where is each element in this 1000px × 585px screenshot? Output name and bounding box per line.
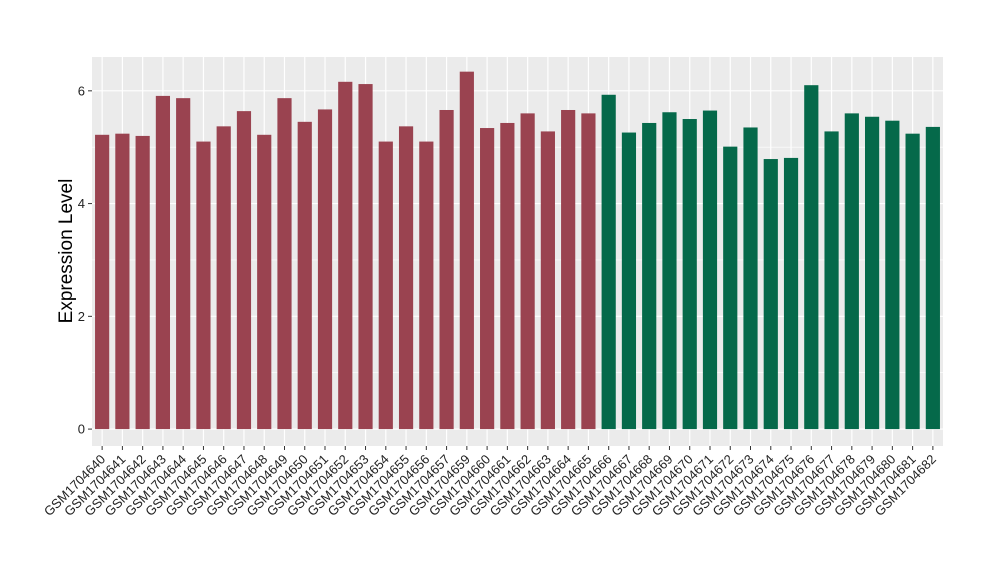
bar-GSM1704660 — [480, 128, 495, 430]
bar-GSM1704674 — [763, 159, 778, 430]
bar-GSM1704669 — [662, 112, 677, 430]
y-tick-label: 0 — [78, 422, 85, 437]
plot-panel — [92, 57, 943, 446]
bar-GSM1704678 — [844, 113, 859, 430]
bar-GSM1704643 — [155, 95, 171, 430]
bar-GSM1704646 — [216, 126, 231, 430]
bar-GSM1704640 — [95, 134, 110, 430]
bar-GSM1704664 — [561, 109, 576, 430]
bar-GSM1704663 — [540, 131, 555, 430]
bar-GSM1704647 — [236, 111, 252, 430]
bar-GSM1704644 — [176, 98, 191, 430]
bar-GSM1704673 — [743, 127, 758, 430]
bar-GSM1704645 — [196, 141, 211, 430]
bar-GSM1704679 — [864, 116, 880, 430]
bar-GSM1704662 — [520, 113, 535, 430]
bar-GSM1704650 — [297, 121, 312, 430]
bar-GSM1704657 — [439, 109, 454, 430]
bar-GSM1704651 — [317, 109, 333, 430]
y-axis-label: Expression Level — [56, 179, 77, 324]
bar-GSM1704682 — [925, 126, 940, 430]
bar-GSM1704675 — [783, 157, 799, 430]
bar-GSM1704655 — [398, 126, 414, 430]
y-tick-label: 4 — [78, 196, 85, 211]
bar-GSM1704670 — [682, 119, 697, 430]
bar-GSM1704668 — [642, 122, 657, 430]
bar-GSM1704659 — [459, 71, 474, 430]
bar-GSM1704671 — [702, 110, 718, 430]
bar-GSM1704667 — [621, 132, 637, 430]
bar-GSM1704654 — [378, 141, 393, 430]
bar-GSM1704666 — [601, 94, 616, 430]
bar-GSM1704680 — [885, 120, 900, 430]
bar-GSM1704641 — [115, 133, 130, 430]
bar-GSM1704681 — [905, 133, 920, 430]
bar-GSM1704649 — [277, 98, 292, 430]
bar-GSM1704676 — [804, 85, 819, 430]
bar-GSM1704661 — [500, 122, 515, 430]
bar-GSM1704672 — [723, 146, 738, 430]
bar-GSM1704652 — [338, 81, 353, 430]
x-axis: GSM1704640GSM1704641GSM1704642GSM1704643… — [41, 446, 939, 519]
y-axis: 0 2 4 6 — [78, 83, 92, 437]
bar-GSM1704656 — [419, 141, 434, 430]
y-tick-label: 6 — [78, 83, 85, 98]
bar-GSM1704665 — [581, 113, 596, 430]
bar-GSM1704653 — [358, 84, 373, 430]
bars — [95, 71, 940, 430]
y-tick-label: 2 — [78, 309, 85, 324]
bar-GSM1704677 — [824, 131, 839, 430]
bar-GSM1704648 — [257, 134, 272, 430]
bar-GSM1704642 — [135, 135, 150, 430]
